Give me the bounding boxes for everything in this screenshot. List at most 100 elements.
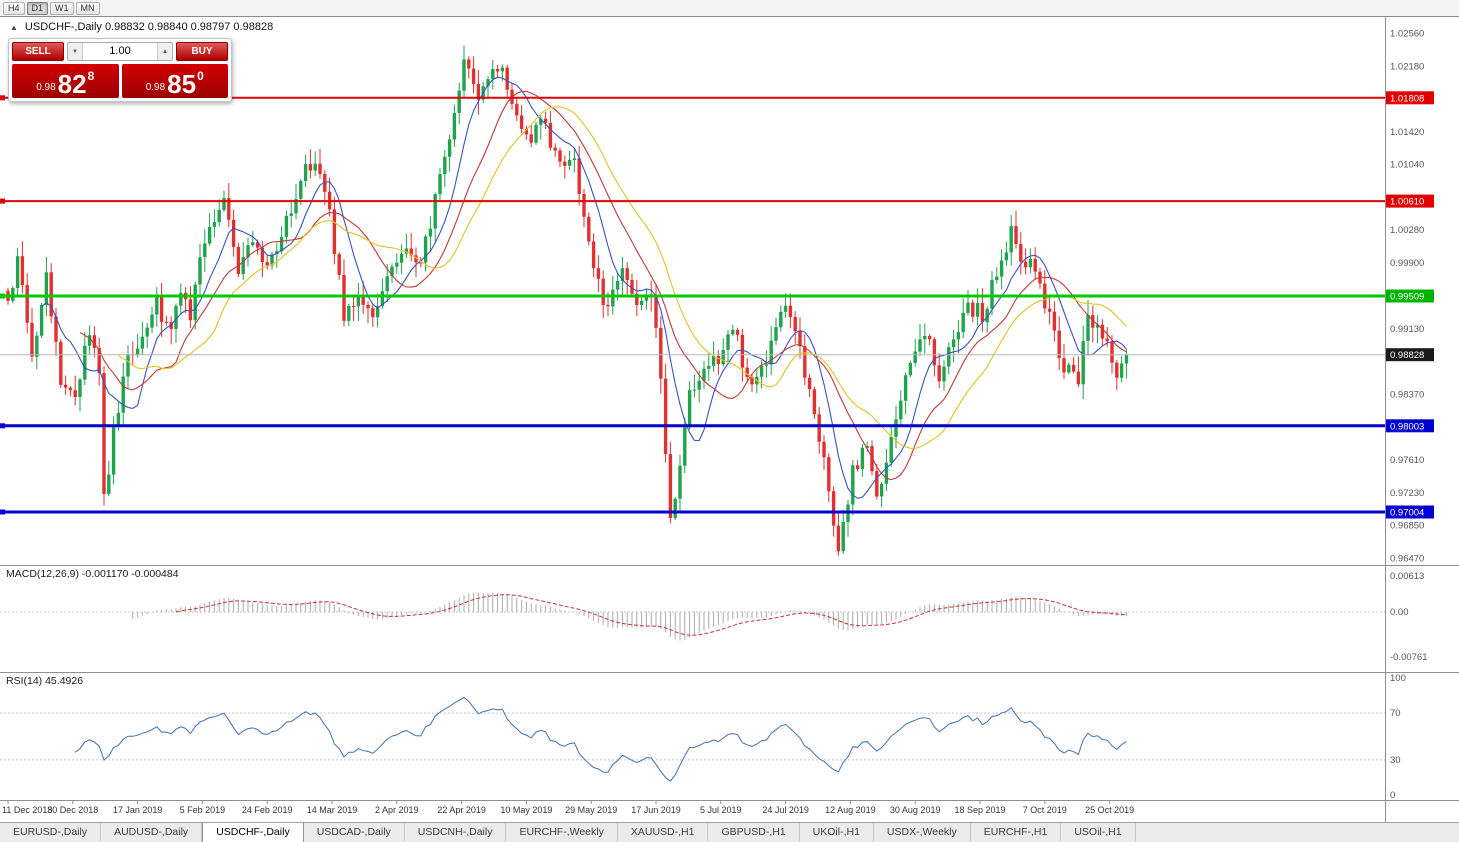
candle-body	[159, 297, 164, 322]
candle-body	[1076, 371, 1081, 385]
candle-body	[11, 288, 15, 301]
candle-body	[20, 256, 25, 285]
level-line-handle[interactable]	[0, 198, 5, 204]
tab-usdchf-daily[interactable]: USDCHF-,Daily	[202, 823, 304, 842]
level-line-handle[interactable]	[0, 509, 5, 515]
price-axis[interactable]: 1.02560 1.02180 1.01420 1.01040 1.00280 0.999…	[1386, 29, 1434, 802]
candle-body	[145, 327, 149, 337]
tab-xauusd-h1[interactable]: XAUUSD-,H1	[618, 823, 709, 842]
date-label: 5 Feb 2019	[180, 805, 226, 815]
tab-usdx-weekly[interactable]: USDX-,Weekly	[874, 823, 971, 842]
tab-eurusd-daily[interactable]: EURUSD-,Daily	[0, 823, 102, 842]
price-pane[interactable]	[0, 45, 1385, 556]
buy-button[interactable]: BUY	[176, 42, 228, 61]
candle-body	[404, 248, 409, 254]
tab-eurchf-h1[interactable]: EURCHF-,H1	[971, 823, 1062, 842]
candle-body	[1019, 244, 1023, 262]
candle-body	[639, 300, 644, 305]
macd-pane[interactable]	[0, 592, 1385, 641]
candle-body	[236, 246, 241, 274]
rsi-pane[interactable]	[0, 696, 1385, 782]
candle-body	[515, 103, 519, 116]
candle-body	[908, 362, 913, 376]
candle-body	[452, 112, 457, 140]
candle-body	[140, 336, 145, 349]
candle-body	[356, 294, 361, 307]
candle-body	[25, 284, 29, 323]
candle-body	[548, 122, 553, 148]
timeframe-h4-button[interactable]: H4	[3, 1, 25, 15]
candle-body	[606, 304, 610, 307]
candle-body	[409, 248, 413, 256]
candle-body	[332, 209, 337, 255]
candle-body	[303, 164, 308, 181]
candle-body	[135, 348, 140, 356]
buy-price-display[interactable]: 0.98 85 0	[121, 64, 228, 98]
candle-body	[731, 330, 735, 335]
date-label: 17 Jun 2019	[631, 805, 681, 815]
candle-body	[937, 365, 941, 382]
tab-usdcnh-daily[interactable]: USDCNH-,Daily	[405, 823, 507, 842]
volume-decrease-button[interactable]: ▼	[68, 43, 83, 60]
tab-eurchf-weekly[interactable]: EURCHF-,Weekly	[506, 823, 618, 842]
candle-body	[471, 68, 476, 85]
candle-body	[927, 336, 932, 340]
level-line-handle[interactable]	[0, 293, 5, 299]
candle-body	[260, 247, 265, 263]
tab-audusd-daily[interactable]: AUDUSD-,Daily	[101, 823, 203, 842]
price-axis-label: 0.97610	[1390, 455, 1424, 466]
candle-body	[779, 311, 783, 328]
candle-body	[620, 268, 625, 281]
candle-body	[1081, 340, 1085, 385]
candle-body	[1047, 308, 1052, 312]
timeframe-d1-button[interactable]: D1	[26, 1, 49, 15]
candle-body	[395, 262, 399, 267]
tab-usoil-h1[interactable]: USOil-,H1	[1061, 823, 1136, 842]
candle-body	[687, 390, 692, 428]
chart-title: ▲ USDCHF-,Daily 0.98832 0.98840 0.98797 …	[10, 21, 273, 33]
candle-body	[942, 366, 946, 382]
timeframe-mn-button[interactable]: MN	[75, 1, 100, 15]
timeframe-w1-button[interactable]: W1	[50, 1, 74, 15]
volume-input[interactable]: 1.00	[109, 45, 131, 57]
price-badge-text: 0.98003	[1390, 421, 1424, 432]
moving-average-16	[79, 90, 1127, 481]
sell-price-display[interactable]: 0.98 82 8	[12, 64, 119, 98]
collapse-panel-icon[interactable]: ▲	[10, 22, 18, 32]
candle-body	[30, 322, 34, 357]
level-line-handle[interactable]	[0, 95, 5, 101]
level-line-handle[interactable]	[0, 423, 5, 429]
candle-body	[193, 284, 197, 321]
date-label: 11 Dec 2018	[2, 805, 52, 815]
tab-usdcad-daily[interactable]: USDCAD-,Daily	[304, 823, 405, 842]
price-axis-label: 0.99130	[1390, 324, 1424, 335]
candle-body	[447, 139, 452, 157]
candle-body	[371, 308, 375, 318]
candle-body	[803, 346, 807, 378]
candle-body	[591, 241, 596, 269]
volume-increase-button[interactable]: ▲	[157, 43, 172, 60]
tab-gbpusd-h1[interactable]: GBPUSD-,H1	[708, 823, 800, 842]
candle-body	[558, 150, 562, 162]
candle-body	[918, 339, 922, 352]
candle-body	[726, 334, 730, 350]
tab-ukoil-h1[interactable]: UKOil-,H1	[800, 823, 874, 842]
buy-price-sup: 0	[197, 69, 204, 83]
candle-body	[577, 158, 581, 194]
candle-body	[342, 274, 346, 321]
sell-button[interactable]: SELL	[12, 42, 64, 61]
candle-body	[265, 262, 269, 266]
date-label: 30 Dec 2018	[47, 805, 98, 815]
candle-body	[390, 266, 394, 277]
candle-body	[97, 348, 101, 374]
candle-body	[174, 305, 178, 329]
sell-price-sup: 8	[87, 69, 95, 83]
candle-body	[73, 390, 77, 397]
candle-body	[899, 400, 903, 420]
candle-body	[827, 457, 831, 492]
candle-body	[764, 364, 769, 366]
price-badge	[1386, 194, 1434, 208]
candle-body	[947, 347, 951, 367]
